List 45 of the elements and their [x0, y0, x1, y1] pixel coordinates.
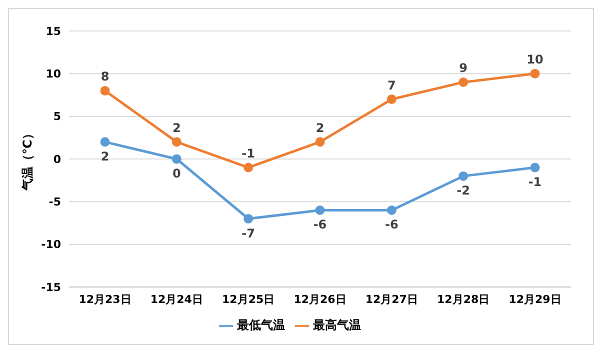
point	[530, 68, 540, 78]
data-label: -6	[313, 218, 327, 232]
legend-label: 最高气温	[313, 318, 361, 332]
y-tick-label: 5	[53, 110, 61, 124]
data-label: -7	[242, 226, 256, 240]
data-label: -1	[242, 146, 256, 161]
x-tick-label: 12月28日	[437, 292, 490, 306]
point	[172, 154, 182, 164]
data-label: 7	[387, 78, 396, 92]
x-tick-label: 12月29日	[508, 292, 562, 306]
data-label: 8	[100, 70, 110, 84]
x-tick-label: 12月27日	[365, 292, 418, 306]
data-label: -1	[528, 175, 542, 190]
data-label: 9	[459, 61, 468, 76]
x-tick-label: 12月24日	[150, 292, 203, 306]
point	[530, 162, 540, 172]
legend-label: 最低气温	[237, 318, 285, 332]
x-tick-label: 12月26日	[294, 292, 346, 306]
data-label: 2	[100, 149, 110, 164]
data-label: 10	[526, 52, 544, 67]
x-tick-label: 12月23日	[78, 292, 132, 306]
y-axis-title: 气温（℃）	[20, 128, 34, 192]
point	[315, 137, 325, 147]
y-tick-label: 10	[46, 68, 62, 81]
point	[100, 86, 110, 96]
y-tick-label: -15	[41, 280, 61, 294]
x-tick-label: 12月25日	[222, 292, 275, 306]
y-tick-label: -10	[41, 238, 62, 252]
point	[244, 162, 254, 172]
point	[100, 137, 110, 147]
data-label: -2	[456, 184, 470, 198]
data-label: 2	[172, 120, 181, 135]
point	[386, 94, 396, 104]
y-tick-label: 0	[53, 152, 62, 166]
data-label: 2	[316, 120, 324, 135]
y-tick-label: -5	[48, 196, 61, 209]
point	[315, 205, 325, 215]
point	[458, 77, 468, 87]
y-tick-label: 15	[46, 24, 61, 38]
data-label: 0	[172, 166, 181, 181]
point	[172, 137, 182, 147]
point	[458, 171, 468, 181]
point	[386, 205, 396, 215]
data-label: -6	[384, 218, 398, 232]
point	[244, 214, 254, 224]
